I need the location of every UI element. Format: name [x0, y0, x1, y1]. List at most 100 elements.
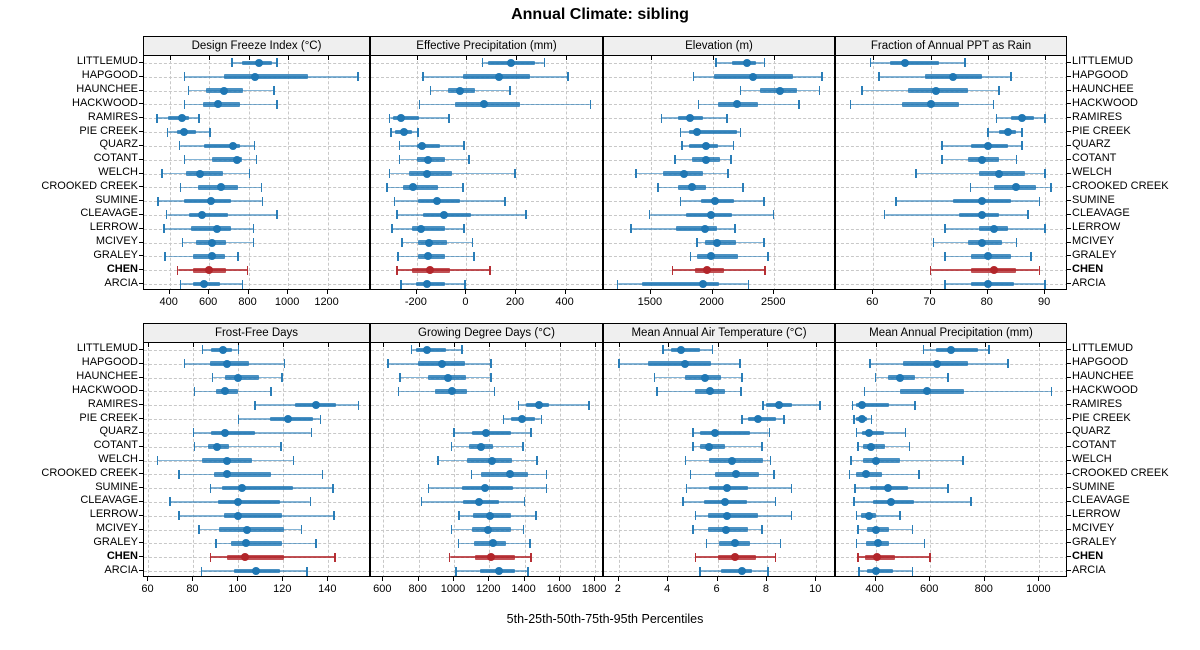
- x-tickmark: [282, 577, 284, 581]
- whisker-cap-right: [734, 224, 736, 234]
- whisker-cap-right: [529, 538, 531, 548]
- site-label-right: COTANT: [1072, 439, 1117, 452]
- median-dot: [946, 345, 955, 354]
- site-label-right: HAPGOOD: [1072, 69, 1129, 82]
- site-label-left: ARCIA: [104, 276, 138, 289]
- median-dot: [700, 224, 709, 233]
- median-dot: [978, 238, 987, 247]
- y-tickmark: [1067, 514, 1071, 516]
- whisker-cap-right: [292, 456, 295, 465]
- site-label-right: CROOKED CREEK: [1072, 179, 1169, 192]
- site-label-left: HACKWOOD: [72, 96, 138, 109]
- median-dot: [857, 401, 866, 410]
- box-25-75: [700, 430, 750, 436]
- whisker-cap-right: [464, 279, 466, 289]
- x-tickmark: [564, 290, 566, 294]
- whisker-cap-left: [679, 127, 682, 137]
- whisker-cap-left: [183, 155, 186, 165]
- y-tickmark: [139, 241, 143, 243]
- panel-frost-free-days: [143, 342, 370, 577]
- x-tick-label: 400: [159, 296, 178, 308]
- median-dot: [701, 141, 710, 150]
- y-tickmark: [1067, 445, 1071, 447]
- whisker-cap-left: [211, 373, 214, 383]
- whisker-cap-right: [763, 238, 765, 248]
- whisker-cap-right: [523, 497, 526, 507]
- x-tick-label: 1500: [637, 296, 663, 308]
- median-dot: [487, 553, 496, 562]
- top-tickmark: [418, 343, 420, 347]
- whisker-cap-left: [410, 345, 413, 355]
- h-gridline: [144, 242, 369, 244]
- whisker-cap-right: [281, 373, 284, 383]
- x-tickmark: [872, 290, 874, 294]
- panel-fraction-of-annual-ppt-as-rain: [835, 55, 1067, 290]
- whisker-cap-right: [283, 359, 286, 369]
- box-25-75: [212, 157, 242, 162]
- site-label-right: SUMINE: [1072, 193, 1115, 206]
- y-tickmark: [1067, 362, 1071, 364]
- site-label-left: COTANT: [93, 152, 138, 165]
- whisker-cap-right: [772, 210, 775, 220]
- y-tickmark: [139, 445, 143, 447]
- whisker-cap-right: [252, 224, 255, 234]
- site-label-left: SUMINE: [95, 193, 138, 206]
- y-tickmark: [139, 542, 143, 544]
- whisker-cap-left: [941, 155, 943, 165]
- box-25-75: [935, 347, 978, 353]
- whisker-cap-right: [261, 196, 264, 206]
- median-dot: [711, 428, 720, 437]
- whisker-cap-right: [911, 525, 914, 535]
- box-25-75: [641, 281, 720, 287]
- whisker-cap-left: [851, 400, 854, 410]
- v-gridline: [559, 343, 561, 576]
- box-25-75: [697, 254, 738, 259]
- h-gridline: [836, 159, 1066, 161]
- median-dot: [534, 401, 543, 410]
- median-dot: [234, 373, 243, 382]
- median-dot: [223, 470, 232, 479]
- box-25-75: [676, 226, 717, 232]
- median-dot: [494, 72, 503, 81]
- median-dot: [481, 428, 490, 437]
- whisker-cap-left: [944, 279, 946, 289]
- median-dot: [487, 456, 496, 465]
- median-dot: [488, 539, 497, 548]
- h-gridline: [604, 405, 834, 407]
- x-tick-label: 120: [273, 583, 292, 595]
- x-tickmark: [326, 290, 328, 294]
- h-gridline: [604, 90, 834, 92]
- v-gridline: [327, 56, 329, 289]
- site-label-right: MCIVEY: [1072, 235, 1115, 248]
- top-tickmark: [712, 56, 714, 60]
- box-25-75: [223, 513, 283, 519]
- whisker-cap-right: [768, 428, 771, 438]
- site-label-left: RAMIRES: [87, 397, 138, 410]
- median-dot: [862, 470, 871, 479]
- top-tickmark: [774, 56, 776, 60]
- whisker-cap-left: [237, 414, 240, 424]
- whisker-cap-left: [680, 141, 683, 151]
- whisker-cap-left: [398, 141, 401, 151]
- median-dot: [983, 280, 992, 289]
- top-tickmark: [873, 56, 875, 60]
- median-dot: [208, 238, 217, 247]
- h-gridline: [836, 543, 1066, 545]
- median-dot: [177, 114, 186, 123]
- y-tickmark: [139, 172, 143, 174]
- whisker-cap-right: [970, 497, 972, 507]
- x-tickmark: [983, 577, 985, 581]
- whisker-cap-left: [454, 566, 457, 576]
- site-label-left: GRALEY: [93, 535, 138, 548]
- whisker-cap-right: [471, 238, 474, 248]
- median-dot: [686, 114, 695, 123]
- whisker-cap-left: [166, 127, 169, 137]
- whisker-cap-left: [156, 113, 158, 123]
- y-tickmark: [139, 61, 143, 63]
- top-tickmark: [238, 343, 240, 347]
- whisker-cap-right: [463, 141, 465, 151]
- median-dot: [687, 183, 696, 192]
- whisker-cap-left: [179, 182, 182, 192]
- site-label-right: RAMIRES: [1072, 110, 1123, 123]
- whisker-5-95: [856, 514, 901, 517]
